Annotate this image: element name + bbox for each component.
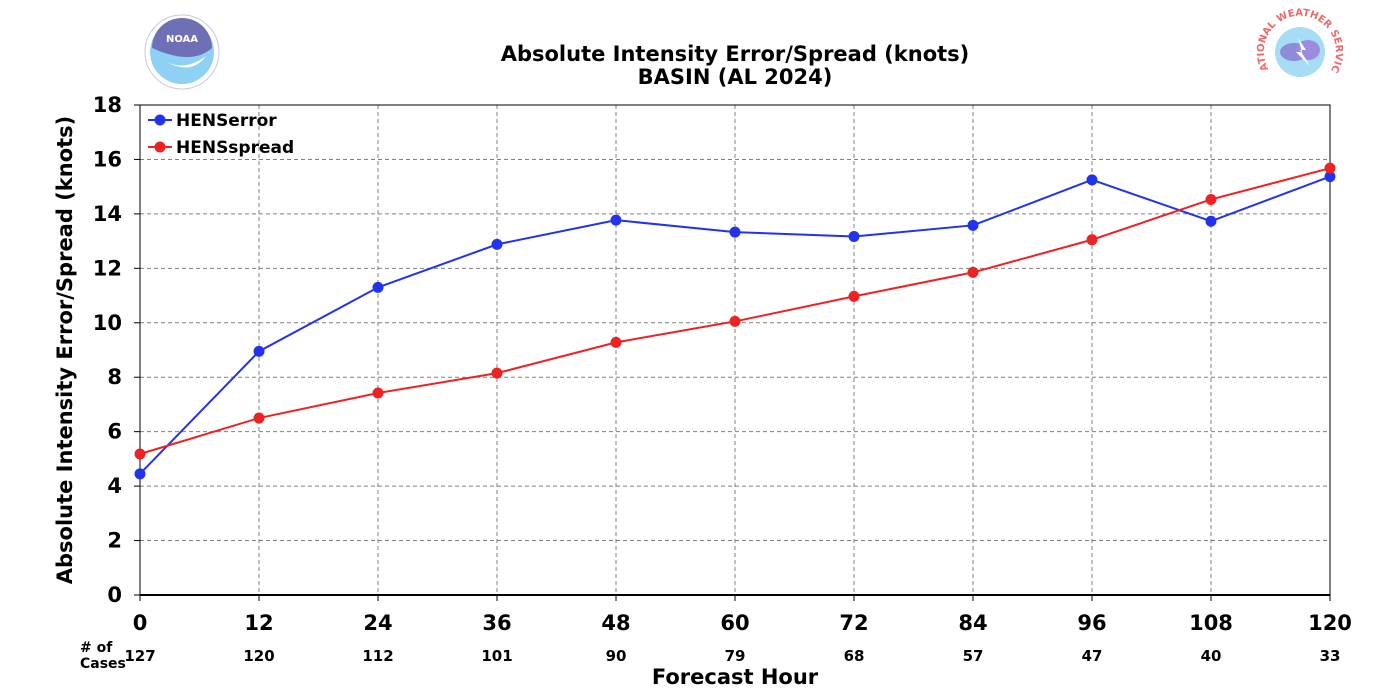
- cases-header-line1: # of: [80, 640, 113, 656]
- data-point: [610, 214, 622, 226]
- series-HENSerror: [134, 171, 1336, 480]
- y-tick-labels: 0 2 4 6 8 10 12 14 16 18: [93, 93, 140, 607]
- y-axis-label: Absolute Intensity Error/Spread (knots): [53, 116, 77, 585]
- x-tick-label: 96: [1077, 611, 1106, 635]
- y-tick-label: 18: [93, 93, 122, 117]
- legend: HENSerror HENSspread: [148, 111, 294, 158]
- case-count: 127: [124, 647, 155, 665]
- data-point: [253, 345, 265, 357]
- x-tick-label: 12: [244, 611, 273, 635]
- data-series: [134, 162, 1336, 480]
- data-point: [1205, 193, 1217, 205]
- data-point: [1205, 215, 1217, 227]
- x-tick-label: 84: [958, 611, 987, 635]
- y-tick-label: 2: [107, 529, 122, 553]
- data-point: [729, 226, 741, 238]
- nws-logo: NATIONAL WEATHER SERVICE: [1256, 8, 1344, 88]
- data-point: [1324, 171, 1336, 183]
- y-tick-label: 16: [93, 147, 122, 171]
- x-tick-label: 48: [601, 611, 630, 635]
- x-tick-labels: 0 12 24 36 48 60 72 84 96 108 120: [133, 595, 1352, 635]
- legend-entry: HENSspread: [176, 138, 294, 158]
- noaa-logo: NOAA: [144, 14, 220, 90]
- data-point: [610, 336, 622, 348]
- case-count: 90: [606, 647, 627, 665]
- x-tick-label: 108: [1189, 611, 1233, 635]
- data-point: [729, 315, 741, 327]
- case-count: 112: [362, 647, 393, 665]
- case-count: 47: [1082, 647, 1103, 665]
- data-point: [372, 387, 384, 399]
- x-tick-label: 0: [133, 611, 148, 635]
- y-tick-label: 14: [93, 202, 122, 226]
- data-point: [491, 238, 503, 250]
- data-point: [1086, 234, 1098, 246]
- case-count: 120: [243, 647, 274, 665]
- y-tick-label: 12: [93, 256, 122, 280]
- x-axis-label: Forecast Hour: [652, 665, 819, 689]
- data-point: [491, 367, 503, 379]
- data-point: [1324, 162, 1336, 174]
- legend-entry: HENSerror: [176, 111, 277, 131]
- x-tick-label: 36: [482, 611, 511, 635]
- data-point: [848, 290, 860, 302]
- case-count: 101: [481, 647, 512, 665]
- grid-lines: [140, 105, 1330, 595]
- case-counts: 127 120 112 101 90 79 68 57 47 40 33: [124, 647, 1340, 665]
- legend-marker: [154, 141, 166, 153]
- data-point: [372, 281, 384, 293]
- data-point: [134, 448, 146, 460]
- y-tick-label: 4: [107, 474, 122, 498]
- y-tick-label: 0: [107, 583, 122, 607]
- chart-title: Absolute Intensity Error/Spread (knots): [501, 42, 970, 66]
- x-tick-label: 120: [1308, 611, 1352, 635]
- data-point: [253, 412, 265, 424]
- y-tick-label: 6: [107, 420, 122, 444]
- case-count: 40: [1201, 647, 1222, 665]
- case-count: 68: [844, 647, 865, 665]
- noaa-label: NOAA: [166, 34, 198, 45]
- data-point: [134, 468, 146, 480]
- series-HENSspread: [134, 162, 1336, 460]
- x-tick-label: 24: [363, 611, 392, 635]
- chart-subtitle: BASIN (AL 2024): [638, 65, 833, 89]
- y-tick-label: 10: [93, 311, 122, 335]
- legend-marker: [154, 114, 166, 126]
- x-tick-label: 60: [720, 611, 749, 635]
- case-count: 79: [725, 647, 746, 665]
- cases-header-line2: Cases: [80, 656, 126, 672]
- data-point: [848, 230, 860, 242]
- data-point: [967, 219, 979, 231]
- data-point: [1086, 174, 1098, 186]
- case-count: 33: [1320, 647, 1341, 665]
- y-tick-label: 8: [107, 365, 122, 389]
- case-count: 57: [963, 647, 984, 665]
- data-point: [967, 266, 979, 278]
- x-tick-label: 72: [839, 611, 868, 635]
